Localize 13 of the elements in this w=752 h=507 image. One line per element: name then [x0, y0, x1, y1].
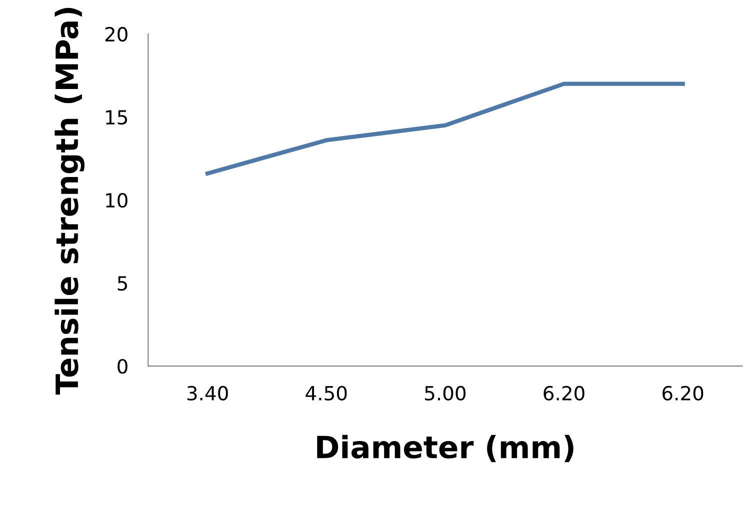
x-tick-label: 4.50 [306, 386, 347, 401]
line-series [205, 82, 685, 176]
x-axis-title: Diameter (mm) [317, 434, 574, 462]
x-tick-label: 6.20 [662, 386, 704, 401]
y-axis-title: Tensile strength (MPa) [54, 8, 85, 395]
y-tick-label: 0 [118, 359, 128, 374]
y-tick-label: 20 [105, 26, 128, 42]
x-tick-label: 3.40 [187, 386, 228, 401]
y-tick-label: 10 [106, 192, 128, 208]
y-tick-label: 5 [118, 276, 127, 291]
x-tick-label: 6.20 [544, 386, 584, 401]
x-tick-label: 5.00 [425, 386, 466, 401]
y-tick-label: 15 [106, 110, 127, 125]
